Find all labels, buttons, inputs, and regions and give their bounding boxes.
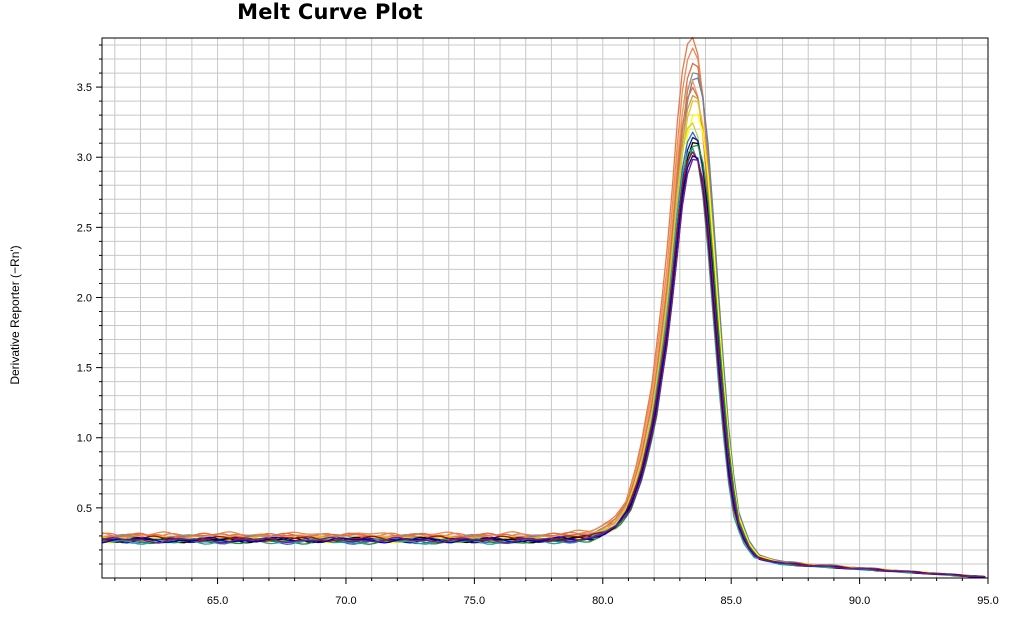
series-line — [101, 47, 986, 579]
y-tick-label: 3.5 — [77, 82, 92, 94]
x-tick-label: 70.0 — [335, 595, 356, 607]
series-line — [101, 86, 986, 578]
series-line — [101, 94, 986, 578]
series-line — [101, 80, 986, 578]
series-line — [101, 144, 986, 579]
x-tick-label: 90.0 — [849, 595, 870, 607]
x-tick-label: 85.0 — [720, 595, 741, 607]
y-tick-label: 0.5 — [77, 503, 92, 515]
x-tick-label: 65.0 — [207, 595, 228, 607]
x-tick-label: 95.0 — [977, 595, 998, 607]
chart-title: Melt Curve Plot — [237, 0, 423, 24]
x-tick-label: 80.0 — [592, 595, 613, 607]
y-tick-label: 3.0 — [77, 152, 92, 164]
series-line — [101, 62, 986, 579]
series-line — [101, 142, 986, 578]
series-line — [101, 151, 986, 578]
series-line — [101, 147, 986, 579]
series-line — [101, 122, 986, 578]
series-line — [101, 77, 986, 578]
series-line — [101, 158, 986, 578]
series-line — [101, 155, 986, 578]
series-lines — [101, 36, 986, 579]
y-tick-label: 1.0 — [77, 433, 92, 445]
y-tick-label: 2.0 — [77, 292, 92, 304]
series-line — [101, 36, 986, 578]
axes: 0.5 1.0 1.5 2.0 2.5 3.0 3.5 65.0 70.0 75.0 80.0 85.… — [77, 44, 999, 607]
y-tick-label: 2.5 — [77, 222, 92, 234]
x-tick-label: 75.0 — [464, 595, 485, 607]
grid — [102, 38, 988, 578]
series-line — [101, 136, 986, 578]
plot-frame — [101, 37, 989, 579]
y-tick-label: 1.5 — [77, 363, 92, 375]
